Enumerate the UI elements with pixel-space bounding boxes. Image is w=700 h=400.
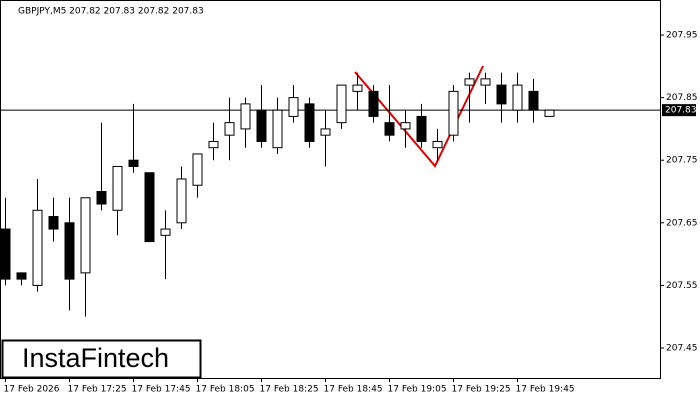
- y-tick-label: 207.55: [666, 281, 698, 291]
- candle-body: [432, 140, 443, 149]
- candle-body: [16, 272, 27, 280]
- chart-header: GBPJPY,M5 207.82 207.83 207.82 207.83: [18, 7, 204, 17]
- logo-box: [1, 339, 202, 379]
- candle-body: [416, 115, 427, 142]
- candle-body: [528, 90, 539, 111]
- logo: InstaFintech: [22, 343, 169, 373]
- candle-body: [512, 84, 523, 111]
- y-tick-label: 207.95: [666, 31, 698, 41]
- candle-body: [48, 216, 59, 230]
- x-tick-label: 17 Feb 2026: [4, 385, 60, 395]
- candle-body: [384, 122, 395, 136]
- candle-body: [288, 97, 299, 117]
- candle-body: [400, 122, 411, 130]
- candle-body: [80, 197, 91, 274]
- candle-body: [144, 172, 155, 243]
- candle-body: [336, 84, 347, 124]
- candle-body: [112, 165, 123, 211]
- candle-body: [544, 109, 555, 117]
- y-tick-label: 207.65: [666, 218, 698, 228]
- x-tick-label: 17 Feb 18:45: [324, 385, 383, 395]
- candle-body: [32, 209, 43, 286]
- x-tick-label: 17 Feb 18:25: [260, 385, 319, 395]
- plot-frame: [0, 0, 661, 379]
- candle-body: [176, 178, 187, 224]
- candle-body: [448, 90, 459, 136]
- candle-body: [368, 90, 379, 117]
- candle-body: [208, 140, 219, 149]
- candle-body: [128, 159, 139, 167]
- last-price-label: 207.83: [665, 106, 697, 116]
- candle-body: [224, 122, 235, 136]
- candle-body: [320, 128, 331, 136]
- candle-body: [240, 103, 251, 130]
- y-tick-label: 207.75: [666, 156, 698, 166]
- candle-body: [352, 84, 363, 92]
- candle-body: [64, 222, 75, 280]
- last-price-box: [662, 104, 696, 117]
- x-tick-label: 17 Feb 19:05: [388, 385, 447, 395]
- y-tick-label: 207.85: [666, 93, 698, 103]
- x-tick-label: 17 Feb 19:25: [452, 385, 511, 395]
- x-tick-label: 17 Feb 17:25: [68, 385, 127, 395]
- candle-body: [272, 109, 283, 149]
- candle-body: [464, 78, 475, 86]
- y-tick-label: 207.45: [666, 343, 698, 353]
- candle-body: [192, 153, 203, 186]
- pattern-line: [354, 65, 484, 168]
- candle-body: [160, 228, 171, 236]
- candle-body: [496, 84, 507, 105]
- candle-body: [96, 191, 107, 205]
- candle-body: [304, 103, 315, 142]
- candle-body: [0, 228, 11, 280]
- x-tick-label: 17 Feb 17:45: [132, 385, 191, 395]
- x-tick-label: 17 Feb 19:45: [516, 385, 575, 395]
- candle-body: [480, 78, 491, 86]
- x-tick-label: 17 Feb 18:05: [196, 385, 255, 395]
- candle-body: [256, 109, 267, 142]
